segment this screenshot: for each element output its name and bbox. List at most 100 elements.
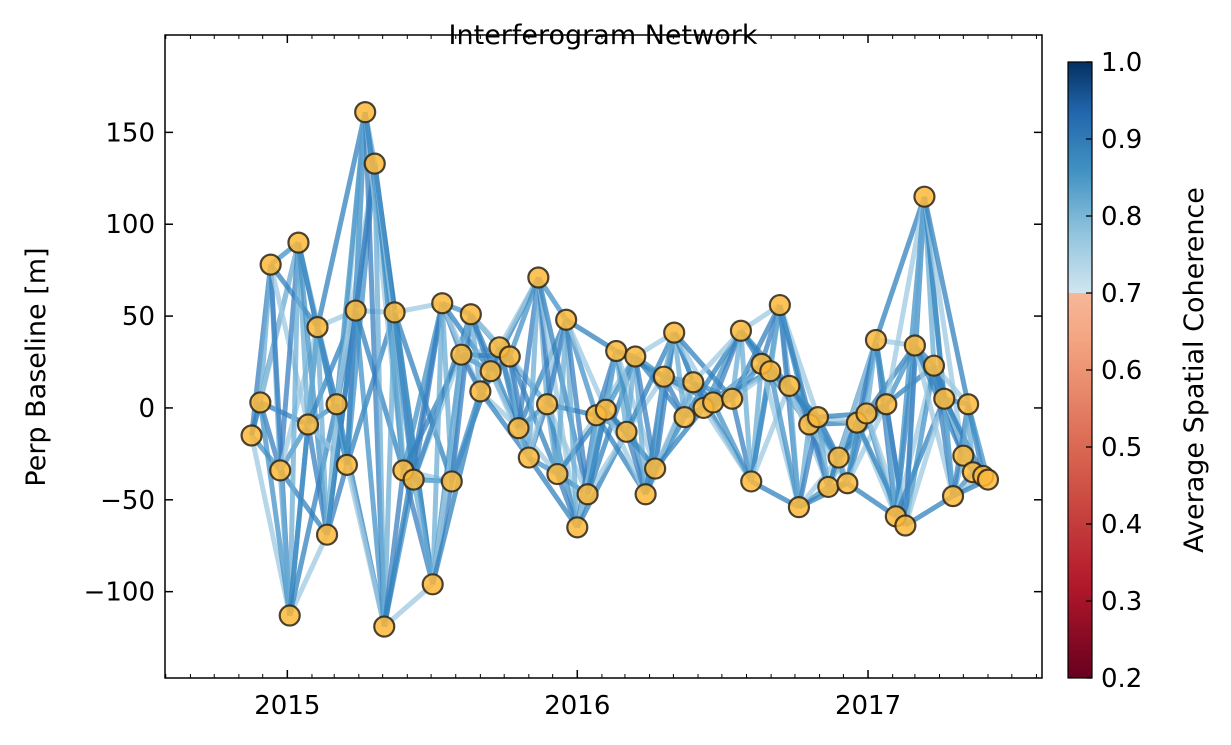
colorbar-tick-label: 0.2 [1101, 664, 1142, 694]
acquisition-point [682, 371, 705, 394]
interferogram-edge [563, 319, 591, 495]
acquisition-point [806, 406, 830, 429]
interferogram-edge [449, 313, 474, 482]
colorbar-tick-label: 0.7 [1101, 279, 1142, 309]
interferogram-edge [526, 277, 541, 458]
acquisition-point [459, 303, 482, 326]
interferogram-edge [468, 313, 483, 392]
acquisition-point [933, 387, 956, 410]
interferogram-edge [257, 242, 301, 404]
acquisition-point [740, 470, 763, 493]
y-tick-label: −100 [84, 578, 155, 608]
colorbar-tick-label: 0.8 [1101, 202, 1142, 232]
interferogram-edge [815, 416, 831, 488]
interferogram-edge [478, 389, 531, 460]
acquisition-point [566, 516, 589, 539]
interferogram-edge [544, 403, 590, 496]
acquisition-point [306, 316, 329, 339]
acquisition-point [634, 483, 657, 506]
acquisition-point [278, 604, 301, 627]
acquisition-point [402, 468, 425, 491]
interferogram-edge [748, 384, 792, 483]
acquisition-point [903, 334, 926, 357]
interferogram-edge [941, 398, 956, 497]
interferogram-edge [671, 332, 688, 418]
acquisition-point [498, 345, 521, 368]
acquisition-point [875, 393, 898, 416]
x-tick-label: 2016 [544, 691, 610, 721]
acquisition-point [373, 615, 396, 638]
interferogram-edge [257, 264, 274, 403]
acquisition-point [507, 417, 530, 440]
axes: 150 100 50 0 −50 −100 2015 2016 2017 [84, 35, 1042, 721]
acquisition-point [315, 523, 339, 546]
interferogram-edge [315, 326, 330, 535]
interferogram-edge [287, 242, 301, 616]
acquisition-point [644, 457, 667, 480]
acquisition-point [431, 292, 454, 315]
acquisition-point [827, 446, 850, 469]
acquisition-point [546, 462, 569, 486]
interferogram-edge [344, 464, 387, 628]
acquisition-point [922, 354, 946, 377]
acquisition-point [469, 380, 492, 403]
interferogram-edge [507, 276, 541, 358]
interferogram-edge [315, 111, 368, 328]
interferogram-edge [344, 311, 397, 466]
interferogram-edge [912, 196, 927, 346]
colorbar-label: Average Spatial Coherence [1179, 187, 1210, 553]
colorbar: Average Spatial Coherence 1.0 0.9 0.8 0.7 0.… [1067, 48, 1210, 694]
acquisition-point [864, 328, 888, 352]
interferogram-edge [863, 339, 879, 414]
acquisition-point [363, 152, 386, 175]
acquisition-point [249, 391, 272, 414]
acquisition-points [240, 101, 1000, 638]
acquisition-point [624, 345, 647, 368]
y-tick-label: −50 [100, 486, 155, 516]
interferogram-edge [287, 403, 340, 617]
acquisition-point [383, 301, 406, 324]
colorbar-tick-label: 0.5 [1101, 433, 1142, 463]
interferogram-edge [563, 318, 609, 411]
acquisition-point [976, 468, 1000, 491]
interferogram-edge [738, 330, 754, 482]
interferogram-edge [278, 468, 330, 537]
acquisition-point [344, 299, 367, 322]
acquisition-point [663, 321, 686, 344]
acquisition-point [517, 446, 540, 469]
interferogram-edge [786, 385, 802, 508]
acquisition-point [817, 475, 840, 499]
interferogram-edge [710, 401, 754, 483]
interferogram-edge [873, 195, 927, 341]
interferogram-edge [624, 331, 677, 433]
acquisition-point [527, 266, 550, 289]
interferogram-edge [411, 302, 445, 480]
acquisition-point [576, 483, 599, 506]
acquisition-point [354, 101, 377, 124]
acquisition-point [952, 444, 975, 467]
y-tick-label: 50 [122, 302, 155, 332]
acquisition-point [702, 391, 725, 414]
y-tick-label: 150 [105, 118, 155, 148]
interferogram-edge [921, 196, 966, 457]
acquisition-point [296, 413, 320, 436]
colorbar-tick-label: 0.4 [1101, 510, 1142, 540]
acquisition-point [240, 424, 263, 447]
acquisition-point [605, 339, 628, 363]
acquisition-point [729, 319, 753, 342]
interferogram-edges [249, 111, 991, 629]
y-tick-label: 100 [105, 210, 155, 240]
plot-frame [164, 34, 1043, 679]
colorbar-tick-label: 0.3 [1101, 587, 1142, 617]
interferogram-edge [672, 330, 735, 401]
acquisition-point [957, 393, 980, 416]
colorbar-tick-label: 0.6 [1101, 356, 1142, 386]
acquisition-point [555, 308, 578, 331]
acquisition-point [325, 393, 348, 416]
colorbar-tick-label: 1.0 [1101, 48, 1142, 78]
acquisition-point [836, 472, 859, 495]
interferogram-edge [526, 456, 580, 529]
interferogram-edge [439, 303, 455, 482]
interferogram-edge [372, 163, 387, 627]
acquisition-point [673, 406, 696, 429]
